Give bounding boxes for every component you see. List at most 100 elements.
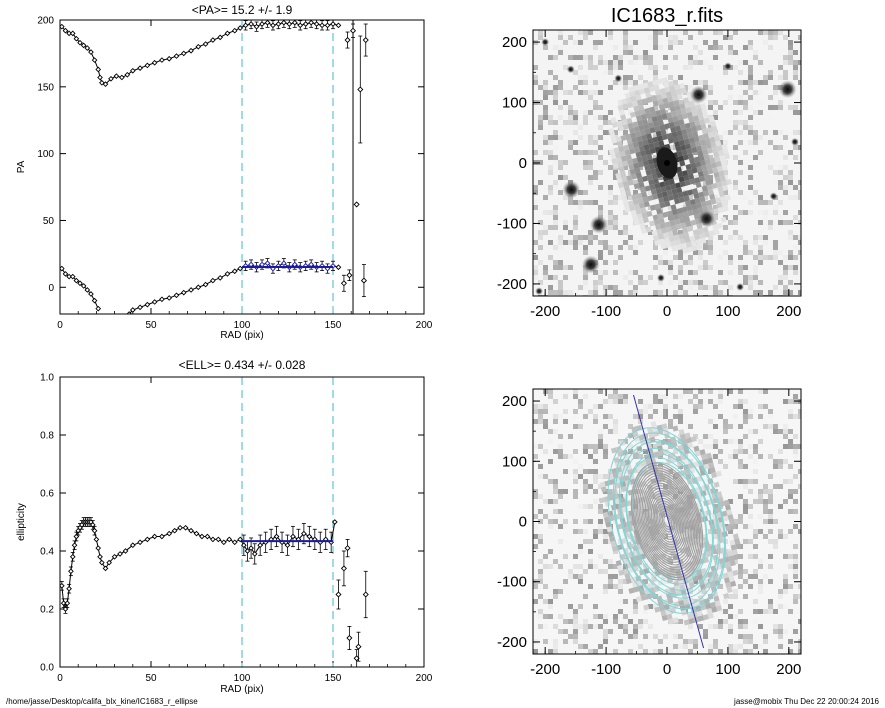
- contour-noise-pixel: [608, 584, 613, 589]
- galaxy-pixel: [624, 149, 631, 156]
- contour-noise-pixel: [553, 519, 558, 524]
- img-noise-pixel: [748, 280, 753, 285]
- galaxy-pixel: [662, 232, 669, 239]
- img-noise-pixel: [753, 265, 758, 270]
- contour-halo-pixel: [679, 584, 686, 591]
- ell-xlabel: RAD (pix): [220, 684, 263, 695]
- galaxy-pixel: [691, 203, 698, 210]
- contour-halo-pixel: [633, 586, 640, 593]
- img-noise-pixel: [778, 220, 783, 225]
- contour-noise-pixel: [648, 494, 653, 499]
- galaxy-pixel: [676, 207, 683, 214]
- contour-noise-pixel: [743, 449, 748, 454]
- img-noise-pixel: [553, 260, 558, 265]
- contour-noise-pixel: [753, 429, 758, 434]
- ell-point: [95, 545, 102, 551]
- contour-noise-pixel: [703, 629, 708, 634]
- galaxy-pixel: [708, 116, 715, 123]
- img-noise-pixel: [788, 50, 793, 55]
- contour-noise-pixel: [618, 639, 623, 644]
- img-noise-pixel: [713, 40, 718, 45]
- galaxy-pixel: [674, 125, 682, 132]
- contour-noise-pixel: [618, 609, 623, 614]
- img-noise-pixel: [783, 155, 788, 160]
- galaxy-pixel: [656, 135, 664, 142]
- img-noise-pixel: [733, 180, 738, 185]
- galaxy-pixel: [703, 117, 711, 124]
- img-noise-pixel: [613, 225, 618, 230]
- contour-noise-pixel: [633, 449, 638, 454]
- contour-noise-pixel: [678, 619, 683, 624]
- pa-upper-point: [248, 21, 254, 27]
- galaxy-pixel: [652, 100, 659, 107]
- contour-noise-pixel: [593, 499, 598, 504]
- contour-noise-pixel: [613, 584, 618, 589]
- img-noise-pixel: [758, 220, 763, 225]
- img-noise-pixel: [578, 125, 583, 130]
- galaxy-pixel: [640, 227, 647, 235]
- galaxy-pixel: [673, 234, 680, 241]
- contour-noise-pixel: [708, 529, 713, 534]
- img-noise-pixel: [563, 240, 568, 245]
- contour-halo-pixel: [704, 582, 711, 589]
- contour-noise-pixel: [738, 574, 743, 579]
- pa-upper-point: [202, 41, 209, 47]
- img-noise-pixel: [743, 80, 748, 85]
- galaxy-pixel: [666, 226, 673, 233]
- contour-noise-pixel: [663, 409, 668, 414]
- img-noise-pixel: [608, 60, 613, 65]
- ell-point: [248, 545, 254, 551]
- img-noise-pixel: [753, 290, 758, 295]
- galaxy-pixel: [671, 188, 678, 195]
- galaxy-pixel: [654, 89, 661, 96]
- contour-halo-pixel: [715, 564, 722, 571]
- pa-lower-point: [180, 289, 187, 296]
- img-noise-pixel: [763, 210, 768, 215]
- contour-noise-pixel: [568, 574, 573, 579]
- contour-halo-pixel: [621, 485, 628, 493]
- img-noise-pixel: [783, 225, 788, 230]
- contour-noise-pixel: [538, 569, 543, 574]
- contour-noise-pixel: [788, 554, 793, 559]
- galaxy-pixel: [712, 167, 719, 174]
- contour-noise-pixel: [763, 499, 768, 504]
- contour-halo-pixel: [723, 577, 731, 584]
- galaxy-pixel: [645, 112, 652, 119]
- contour-noise-pixel: [573, 474, 578, 479]
- img-noise-pixel: [783, 60, 788, 65]
- pa-upper-point: [286, 21, 293, 27]
- galaxy-pixel: [631, 194, 638, 201]
- galaxy-pixel: [620, 134, 627, 142]
- img-noise-pixel: [668, 45, 673, 50]
- contour-noise-pixel: [583, 539, 588, 544]
- img-noise-pixel: [773, 90, 778, 95]
- contour-halo-pixel: [722, 572, 729, 579]
- contour-noise-pixel: [773, 424, 778, 429]
- contour-halo-pixel: [697, 574, 704, 581]
- galaxy-pixel: [626, 138, 633, 145]
- galaxy-pixel: [721, 200, 728, 207]
- img-noise-pixel: [778, 75, 783, 80]
- galaxy-pixel: [656, 192, 664, 199]
- img-noise-pixel: [578, 135, 583, 140]
- img-noise-pixel: [558, 160, 563, 165]
- contour-noise-pixel: [608, 579, 613, 584]
- contour-noise-pixel: [623, 394, 628, 399]
- contour-noise-pixel: [538, 444, 543, 449]
- contour-noise-pixel: [538, 559, 543, 564]
- img-noise-pixel: [563, 275, 568, 280]
- img-noise-pixel: [733, 30, 738, 35]
- galaxy-pixel: [644, 107, 651, 114]
- contour-noise-pixel: [763, 404, 768, 409]
- contour-halo-pixel: [690, 436, 697, 443]
- img-noise-pixel: [723, 100, 728, 105]
- contour-noise-pixel: [738, 439, 743, 444]
- galaxy-pixel: [638, 202, 646, 209]
- contour-noise-pixel: [658, 429, 663, 434]
- img-noise-pixel: [548, 155, 553, 160]
- contour-noise-pixel: [673, 414, 678, 419]
- contour-noise-pixel: [798, 584, 801, 589]
- contour-halo-pixel: [713, 595, 720, 602]
- img-noise-pixel: [768, 115, 773, 120]
- img-noise-pixel: [798, 250, 801, 255]
